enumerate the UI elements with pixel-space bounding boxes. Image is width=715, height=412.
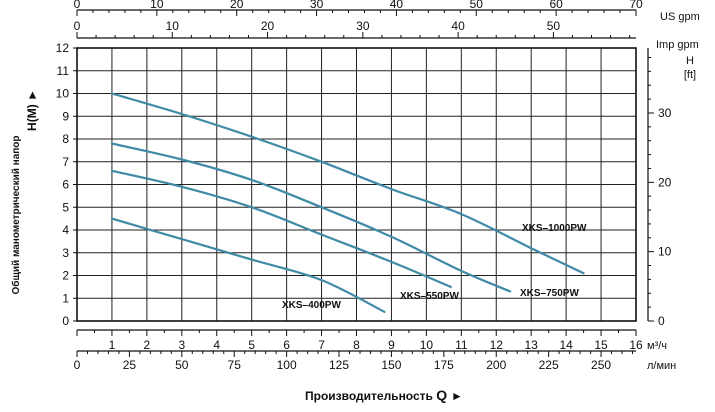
m3h-tick-label: 7: [318, 338, 325, 352]
lmin-tick-label: 250: [591, 358, 611, 372]
right-axis: 0 10 20 30 H [ft]: [647, 48, 696, 328]
us-gpm-tick-label: 60: [549, 0, 563, 11]
right-axis-title: H: [686, 55, 694, 67]
grid: [77, 48, 636, 321]
y-tick-label: 12: [56, 41, 70, 55]
m3h-tick-label: 15: [594, 338, 608, 352]
x-axis-title: Производительность Q ►: [305, 387, 463, 403]
bottom-axes: 1 2 3 4 5 6 7 8 9 10 11 12 13 14 15 16 м³/ч0 25 50 75 100 125…: [74, 329, 676, 372]
lmin-tick-label: 0: [74, 358, 81, 372]
m3h-tick-label: 3: [178, 338, 185, 352]
series-label: XKS–550PW: [400, 291, 459, 302]
right-axis-unit: [ft]: [684, 69, 696, 81]
m3h-tick-label: 14: [559, 338, 573, 352]
lmin-tick-label: 150: [381, 358, 401, 372]
y-tick-label: 1: [62, 291, 69, 305]
x-axis-symbol: Q: [436, 387, 451, 403]
text-labels: XKS–1000PW XKS–750PW XKS–550PW XKS–400PW Про…: [10, 89, 587, 403]
m3h-tick-label: 13: [525, 338, 539, 352]
imp-gpm-tick-label: 10: [166, 19, 180, 33]
imp-gpm-unit: Imp gpm: [656, 39, 699, 51]
m3h-tick-label: 2: [144, 338, 151, 352]
us-gpm-unit: US gpm: [660, 11, 700, 23]
lmin-tick-label: 175: [434, 358, 454, 372]
imp-gpm-tick-label: 20: [261, 19, 275, 33]
y-tick-label: 8: [62, 132, 69, 146]
m3h-tick-label: 10: [420, 338, 434, 352]
lmin-tick-label: 100: [277, 358, 297, 372]
us-gpm-tick-label: 0: [74, 0, 81, 11]
y-tick-label: 6: [62, 178, 69, 192]
m3h-tick-label: 12: [490, 338, 504, 352]
y-axis-title: Общий манометрический напор: [10, 135, 22, 294]
us-gpm-tick-label: 40: [390, 0, 404, 11]
m3h-tick-label: 5: [248, 338, 255, 352]
m3h-tick-label: 1: [109, 338, 116, 352]
us-gpm-tick-label: 20: [230, 0, 244, 11]
y-tick-label: 11: [57, 64, 70, 78]
series-curves: [110, 92, 585, 313]
y-tick-label: 9: [62, 109, 69, 123]
y-tick-label: 10: [56, 87, 70, 101]
us-gpm-tick-label: 50: [470, 0, 484, 11]
m3h-tick-label: 9: [388, 338, 395, 352]
lmin-tick-label: 75: [228, 358, 242, 372]
y-ft-tick-label: 20: [658, 175, 672, 189]
series-label: XKS–400PW: [282, 300, 341, 311]
lmin-unit: л/мин: [647, 360, 676, 372]
y-tick-label: 7: [62, 155, 69, 169]
imp-gpm-tick-label: 0: [74, 19, 81, 33]
series-label: XKS–750PW: [520, 288, 579, 299]
series-line-xks-1000pw: [110, 92, 585, 275]
m3h-tick-label: 11: [455, 338, 468, 352]
imp-gpm-tick-label: 40: [451, 19, 465, 33]
us-gpm-tick-label: 10: [150, 0, 164, 11]
imp-gpm-tick-label: 30: [356, 19, 370, 33]
lmin-tick-label: 50: [175, 358, 189, 372]
series-label: XKS–1000PW: [522, 223, 587, 234]
y-ft-tick-label: 10: [658, 245, 672, 259]
lmin-tick-label: 225: [539, 358, 559, 372]
series-line-xks-400pw: [110, 217, 386, 313]
y-ft-tick-label: 30: [658, 106, 672, 120]
x-axis-arrow: ►: [451, 389, 463, 403]
lmin-tick-label: 25: [123, 358, 137, 372]
y-axis-unit: H(M) ►: [25, 89, 39, 131]
y-ft-tick-label: 0: [658, 314, 665, 328]
m3h-tick-label: 8: [353, 338, 360, 352]
m3h-tick-label: 6: [283, 338, 290, 352]
m3h-unit: м³/ч: [647, 340, 667, 352]
y-tick-label: 4: [62, 223, 69, 237]
y-tick-label: 5: [62, 200, 69, 214]
top-axes: 0 10 20 30 40 50 60 70 US gpm 0 10 20 30 40 50 Imp gpm: [74, 0, 700, 51]
series-line-xks-550pw: [110, 169, 452, 288]
lmin-tick-label: 125: [329, 358, 349, 372]
y-tick-label: 3: [62, 246, 69, 260]
y-tick-label: 0: [62, 314, 69, 328]
m3h-tick-label: 4: [213, 338, 220, 352]
us-gpm-tick-label: 70: [629, 0, 643, 11]
imp-gpm-tick-label: 50: [547, 19, 561, 33]
lmin-tick-label: 200: [486, 358, 506, 372]
us-gpm-tick-label: 30: [310, 0, 324, 11]
m3h-tick-label: 16: [629, 338, 643, 352]
y-tick-label: 2: [62, 269, 69, 283]
series-line-xks-750pw: [110, 142, 512, 293]
